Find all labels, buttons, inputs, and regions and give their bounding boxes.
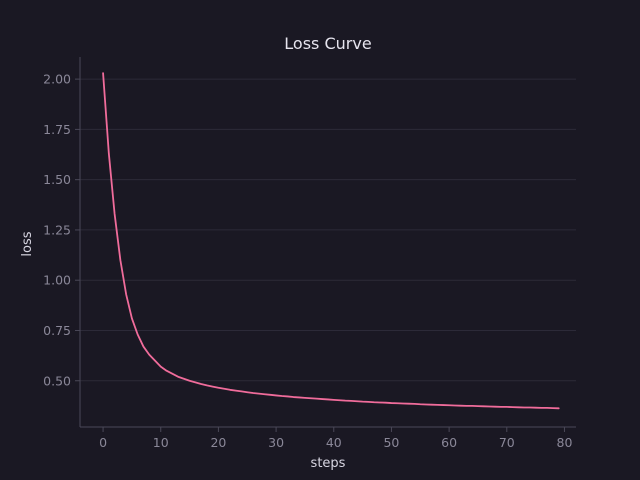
- y-tick-label: 0.50: [43, 373, 71, 388]
- x-tick-label: 40: [326, 435, 342, 450]
- x-tick-label: 50: [383, 435, 399, 450]
- x-tick-label: 0: [99, 435, 107, 450]
- x-tick-label: 30: [268, 435, 284, 450]
- loss-series-line: [102, 72, 560, 410]
- x-tick-label: 80: [557, 435, 573, 450]
- y-tick-label: 1.50: [43, 172, 71, 187]
- y-tick-label: 1.75: [43, 122, 71, 137]
- y-tick-label: 1.25: [43, 222, 71, 237]
- x-tick-label: 10: [153, 435, 169, 450]
- y-tick-label: 2.00: [43, 72, 71, 87]
- x-tick-label: 20: [210, 435, 226, 450]
- chart-title: Loss Curve: [284, 34, 371, 53]
- series-layer: [102, 72, 560, 410]
- y-axis-ticks: 0.50 0.75 1.00 1.25 1.50 1.75 2.00: [43, 72, 80, 388]
- x-axis-label: steps: [311, 456, 346, 471]
- y-tick-label: 1.00: [43, 273, 71, 288]
- gridlines: [80, 78, 576, 382]
- x-axis-ticks: 0 10 20 30 40 50 60 70 80: [99, 427, 572, 450]
- y-tick-label: 0.75: [43, 323, 71, 338]
- x-tick-label: 60: [441, 435, 457, 450]
- y-axis-label: loss: [20, 231, 35, 256]
- x-tick-label: 70: [499, 435, 515, 450]
